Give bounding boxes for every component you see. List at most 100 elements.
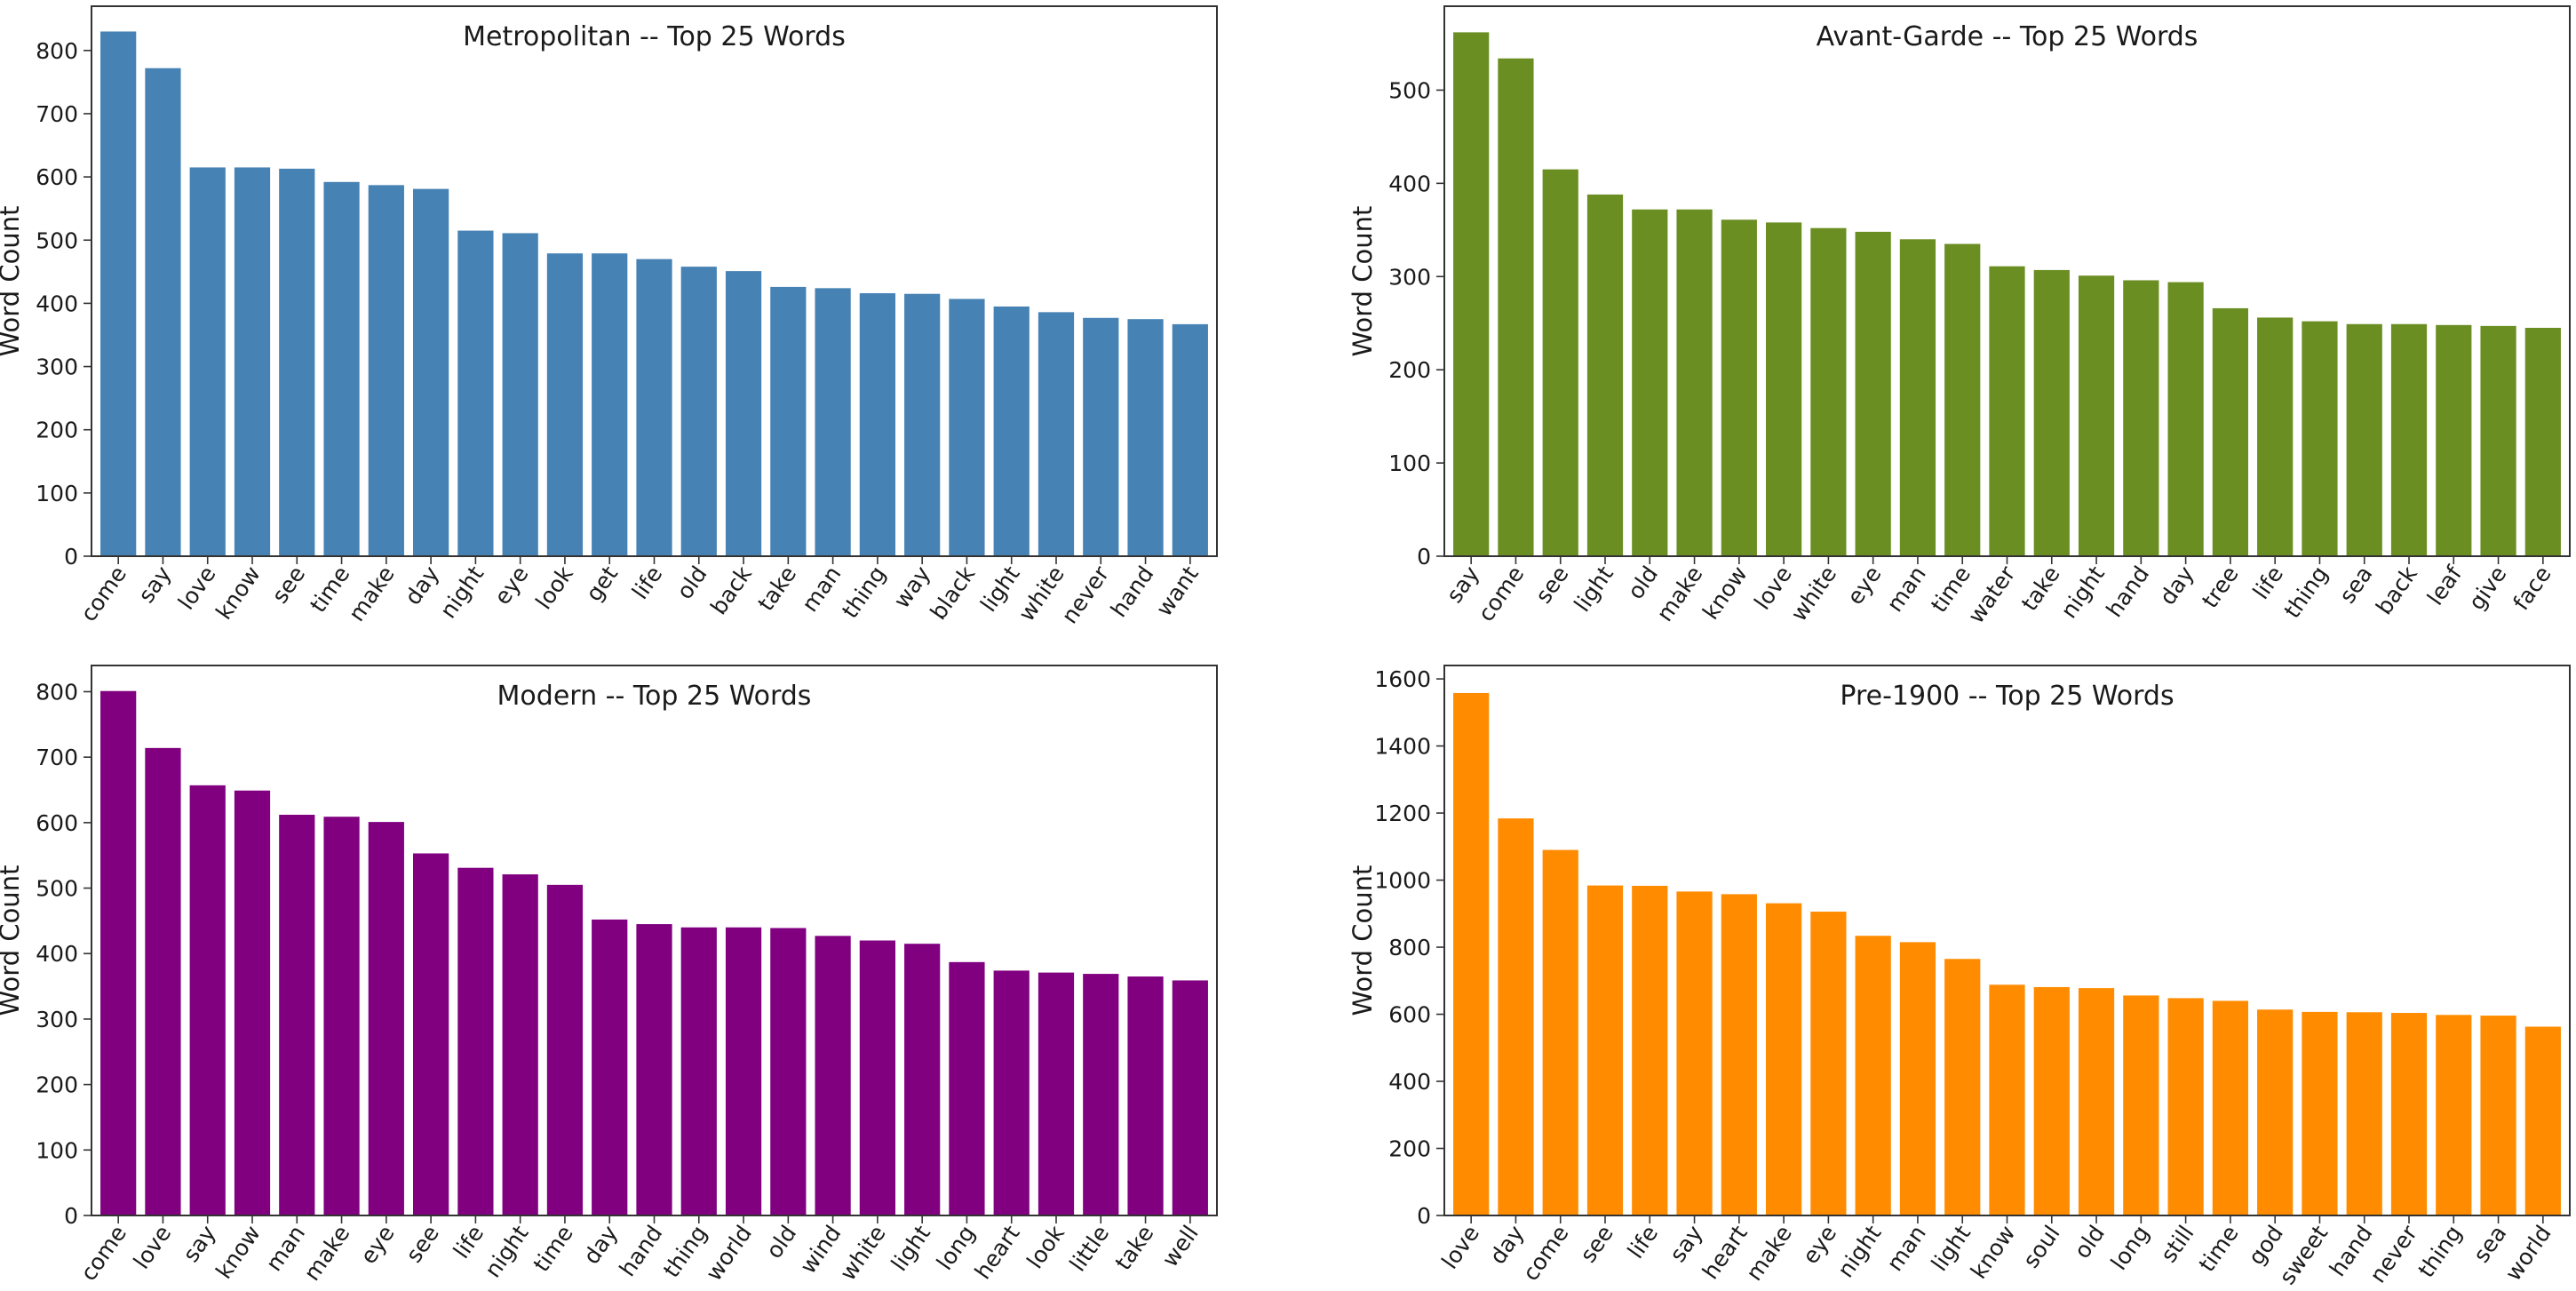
x-tick-label-make: make [344, 562, 400, 626]
x-tick-label-old: old [672, 562, 712, 604]
x-tick-label-man: man [1881, 1221, 1931, 1276]
y-tick-label: 500 [1388, 77, 1431, 103]
x-tick-label-never: never [1056, 561, 1114, 628]
y-axis-label: Word Count [0, 206, 25, 357]
bar-thing [680, 927, 717, 1215]
bar-hand [636, 924, 672, 1215]
x-tick-label-sea: sea [2469, 1221, 2512, 1267]
bar-time [323, 181, 360, 557]
x-tick-label-night: night [2055, 562, 2110, 623]
bar-never [1083, 317, 1119, 556]
y-tick-label: 500 [36, 227, 78, 253]
y-tick-label: 1000 [1374, 868, 1431, 894]
bar-know [1989, 984, 2025, 1215]
bar-come [1542, 849, 1578, 1215]
bar-see [1542, 169, 1578, 556]
x-tick-label-hand: hand [2101, 562, 2154, 622]
y-tick-label: 0 [1417, 544, 1431, 570]
bar-make [368, 185, 404, 556]
bar-old [1632, 209, 1668, 556]
bar-man [1899, 942, 1936, 1215]
bar-look [546, 253, 584, 556]
x-tick-label-say: say [178, 1221, 221, 1267]
bar-take [1127, 976, 1164, 1215]
x-tick-label-long: long [2106, 1221, 2155, 1275]
x-tick-label-take: take [1110, 1221, 1159, 1275]
x-tick-label-day: day [578, 1221, 623, 1269]
y-tick-label: 0 [64, 544, 78, 570]
bar-sweet [2302, 1011, 2338, 1215]
bar-tree [2212, 307, 2248, 556]
chart-title: Avant-Garde -- Top 25 Words [1817, 21, 2198, 52]
bar-world [2524, 1026, 2561, 1215]
bar-back [725, 271, 762, 556]
bar-god [2257, 1009, 2294, 1215]
x-tick-label-black: black [926, 561, 981, 624]
bar-come [100, 690, 137, 1215]
x-tick-label-world: world [701, 1221, 757, 1286]
x-tick-label-old: old [1623, 562, 1664, 604]
x-tick-label-eye: eye [1797, 1221, 1841, 1269]
x-tick-label-say: say [133, 562, 177, 608]
bar-come [1498, 58, 1534, 556]
bar-light [993, 306, 1030, 556]
y-tick-label: 700 [36, 745, 78, 770]
bar-see [279, 168, 315, 556]
x-tick-label-thing: thing [837, 562, 891, 623]
bar-white [859, 940, 895, 1215]
y-tick-label: 200 [1388, 1136, 1431, 1162]
y-tick-label: 100 [36, 1137, 78, 1163]
x-tick-label-come: come [76, 1221, 131, 1286]
x-tick-label-face: face [2508, 562, 2556, 615]
bar-time [546, 884, 584, 1215]
bar-time [1944, 243, 1981, 556]
bar-love [189, 167, 226, 556]
bar-long [949, 961, 985, 1215]
bar-day [2167, 282, 2204, 556]
x-tick-label-life: life [2247, 562, 2288, 604]
x-tick-label-say: say [1665, 1221, 1708, 1267]
x-tick-label-love: love [1436, 1221, 1484, 1274]
bar-never [2390, 1013, 2428, 1215]
y-tick-label: 200 [36, 418, 78, 443]
bar-eye [1855, 231, 1891, 556]
bar-night [457, 230, 494, 556]
y-tick-label: 300 [36, 355, 78, 380]
x-tick-label-take: take [752, 562, 801, 616]
y-tick-label: 600 [36, 164, 78, 190]
x-tick-label-see: see [401, 1221, 444, 1268]
bar-water [1989, 266, 2025, 556]
bar-hand [2346, 1012, 2382, 1215]
bar-long [2123, 995, 2159, 1215]
bar-make [1676, 209, 1713, 556]
x-tick-label-make: make [1741, 1221, 1797, 1286]
bar-know [234, 790, 271, 1215]
x-tick-label-look: look [530, 561, 578, 614]
x-tick-label-tree: tree [2197, 562, 2244, 613]
bar-say [189, 785, 226, 1215]
x-tick-label-night: night [1833, 1221, 1887, 1282]
x-tick-label-day: day [400, 562, 444, 610]
x-tick-label-god: god [2243, 1221, 2288, 1270]
bar-old [770, 928, 807, 1215]
x-tick-label-know: know [211, 562, 266, 625]
bar-heart [1721, 894, 1757, 1215]
x-tick-label-back: back [2371, 561, 2422, 619]
y-tick-label: 700 [36, 101, 78, 127]
bar-soul [2033, 986, 2070, 1215]
x-tick-label-time: time [529, 1221, 578, 1277]
bar-say [145, 68, 181, 557]
y-tick-label: 1200 [1374, 801, 1431, 826]
x-tick-label-say: say [1442, 562, 1485, 608]
bar-love [1766, 222, 1802, 556]
bar-hand [1127, 319, 1164, 556]
x-tick-label-time: time [2194, 1221, 2244, 1277]
bar-want [1172, 323, 1208, 556]
bar-face [2524, 327, 2561, 556]
x-tick-label-thing: thing [2279, 562, 2334, 623]
x-tick-label-never: never [2365, 1220, 2422, 1287]
bar-sea [2480, 1016, 2516, 1215]
x-tick-label-day: day [1484, 1221, 1529, 1269]
y-tick-label: 600 [36, 810, 78, 836]
